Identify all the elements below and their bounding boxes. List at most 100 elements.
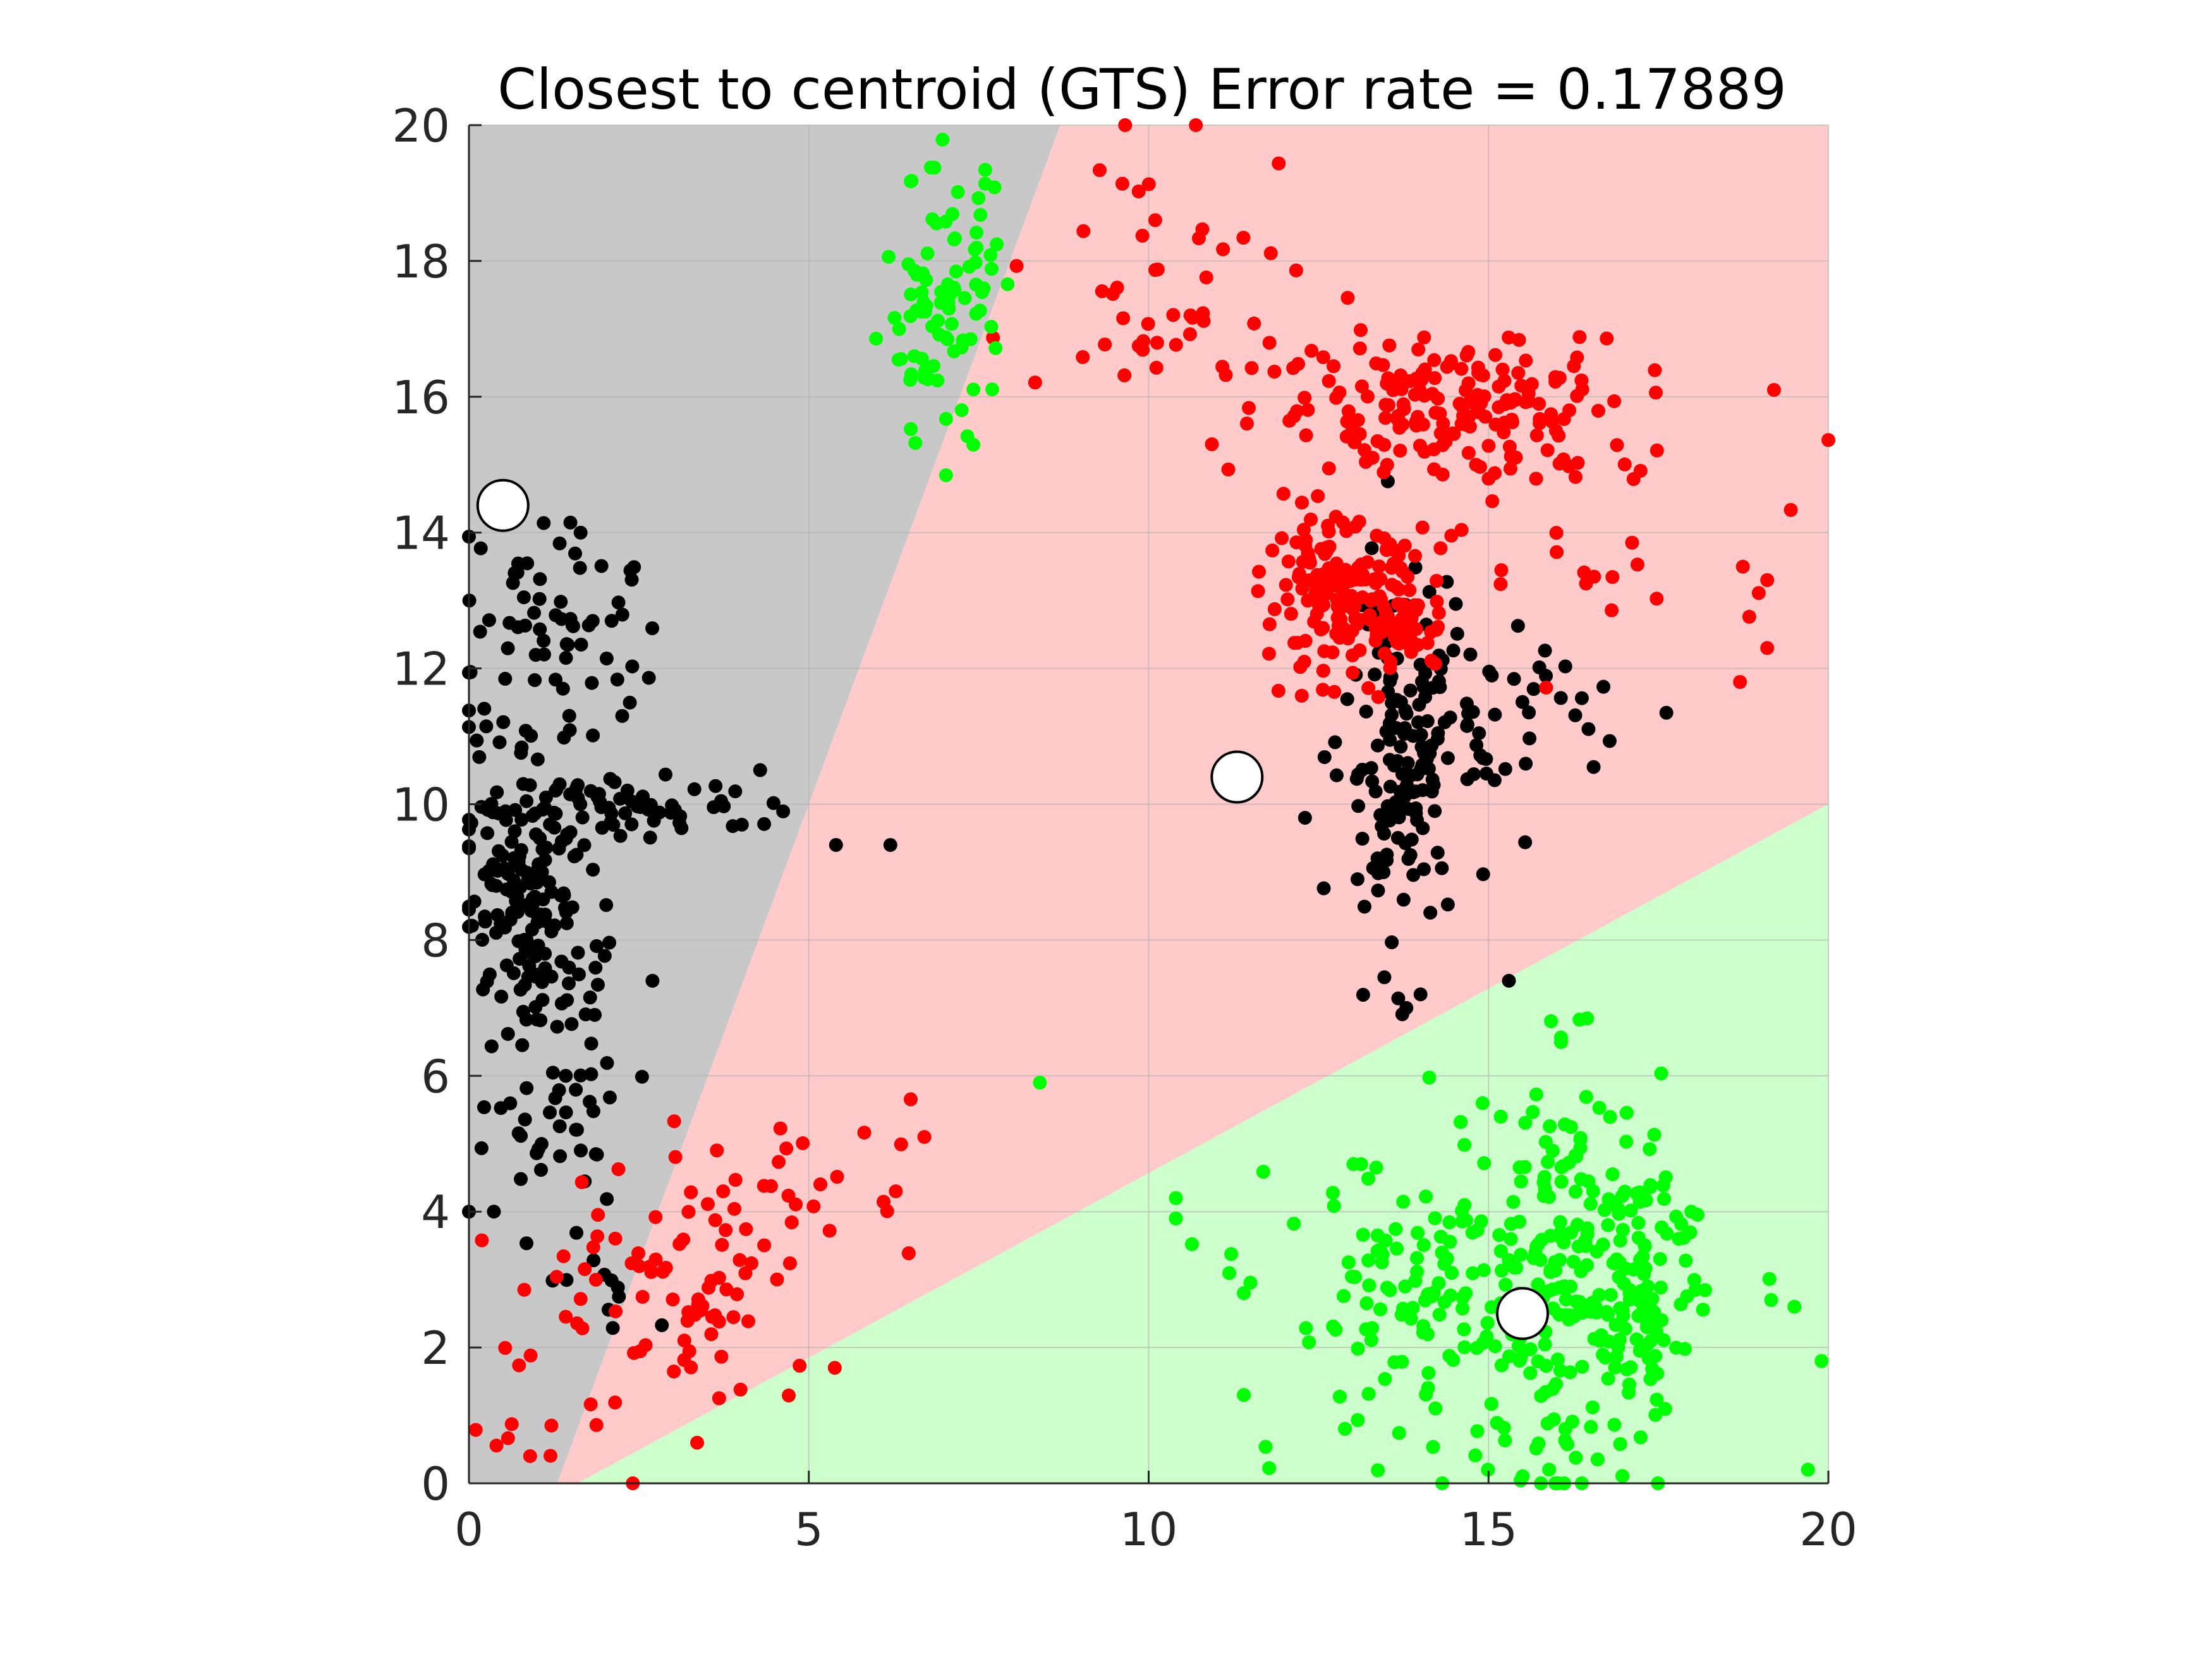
point-black xyxy=(569,1225,584,1240)
point-green xyxy=(1378,1371,1392,1386)
point-black xyxy=(584,1067,599,1081)
point-red xyxy=(716,1184,731,1198)
point-green xyxy=(904,287,918,301)
point-red xyxy=(1424,653,1438,668)
point-black xyxy=(586,728,600,743)
point-green xyxy=(1597,1203,1612,1217)
point-red xyxy=(682,1344,696,1359)
point-black xyxy=(1450,626,1464,641)
point-green xyxy=(1657,1192,1672,1206)
point-black xyxy=(1421,762,1436,776)
point-red xyxy=(523,1348,538,1363)
point-red xyxy=(1394,561,1408,575)
point-black xyxy=(618,806,633,820)
point-red xyxy=(1116,311,1131,325)
point-red xyxy=(1402,583,1417,597)
point-red xyxy=(1431,391,1445,406)
point-green xyxy=(1364,1333,1378,1347)
point-green xyxy=(940,332,955,346)
point-black xyxy=(1435,861,1449,875)
point-black xyxy=(554,996,569,1011)
point-black xyxy=(524,729,538,743)
point-green xyxy=(1169,1191,1183,1205)
point-black xyxy=(726,819,740,834)
point-black xyxy=(528,806,542,821)
point-green xyxy=(1643,1142,1657,1157)
point-black xyxy=(478,909,492,924)
point-black xyxy=(538,853,552,867)
point-black xyxy=(1526,682,1541,696)
point-green xyxy=(1607,1418,1622,1432)
point-black xyxy=(1460,772,1474,786)
point-black xyxy=(610,672,624,687)
point-red xyxy=(1242,401,1256,415)
point-green xyxy=(1554,1174,1569,1189)
point-green xyxy=(1643,1372,1658,1387)
point-red xyxy=(1301,403,1315,417)
point-red xyxy=(1370,528,1384,543)
point-black xyxy=(603,772,617,786)
point-red xyxy=(1354,323,1368,337)
point-red xyxy=(591,1208,605,1222)
point-red xyxy=(1407,387,1422,402)
point-green xyxy=(1354,1157,1368,1172)
point-red xyxy=(1279,578,1293,592)
point-green xyxy=(1514,1248,1528,1262)
point-black xyxy=(559,916,574,930)
point-green xyxy=(1584,1419,1598,1434)
point-black xyxy=(1428,804,1442,818)
point-green xyxy=(1601,1218,1615,1232)
grid-lines xyxy=(468,125,1829,1484)
point-red xyxy=(1028,375,1042,390)
point-red xyxy=(1766,383,1781,398)
point-black xyxy=(564,1017,579,1031)
point-black xyxy=(530,915,545,930)
point-red xyxy=(1236,231,1251,245)
point-green xyxy=(1337,1289,1351,1303)
point-green xyxy=(1426,1285,1441,1300)
point-red xyxy=(1409,372,1424,386)
point-black xyxy=(597,949,612,963)
point-red xyxy=(1291,570,1306,585)
point-red xyxy=(732,1253,747,1267)
point-red xyxy=(773,1121,787,1136)
point-red xyxy=(1284,607,1298,621)
point-red xyxy=(1494,563,1509,578)
point-red xyxy=(475,1233,489,1248)
point-red xyxy=(504,1417,519,1431)
point-black xyxy=(562,708,576,723)
point-green xyxy=(1558,1421,1572,1436)
point-red xyxy=(1511,366,1526,380)
point-green xyxy=(1369,1160,1383,1175)
point-red xyxy=(730,1287,744,1301)
point-black xyxy=(505,905,520,920)
point-black xyxy=(520,1236,534,1251)
point-green xyxy=(1327,1199,1341,1213)
point-red xyxy=(1545,415,1560,429)
point-green xyxy=(1550,1352,1565,1367)
point-red xyxy=(782,1389,796,1403)
point-green xyxy=(1498,1433,1512,1448)
point-red xyxy=(1261,647,1276,661)
point-red xyxy=(772,1155,786,1169)
point-red xyxy=(667,1364,681,1379)
point-green xyxy=(1612,1270,1626,1284)
point-green xyxy=(1543,1119,1557,1134)
point-red xyxy=(588,1272,603,1287)
point-red xyxy=(1488,417,1503,432)
point-black xyxy=(501,1026,515,1041)
point-red xyxy=(1262,617,1277,631)
point-red xyxy=(1633,464,1648,478)
point-black xyxy=(1355,762,1370,777)
point-red xyxy=(1821,433,1835,447)
point-green xyxy=(1362,1278,1376,1292)
point-black xyxy=(674,821,689,836)
point-green xyxy=(1648,1349,1663,1363)
point-green xyxy=(1567,1310,1581,1324)
point-black xyxy=(1418,666,1433,681)
point-red xyxy=(1276,487,1291,501)
point-green xyxy=(894,352,908,367)
point-red xyxy=(1149,360,1164,375)
y-tick-label: 4 xyxy=(421,1186,450,1239)
point-black xyxy=(586,1253,601,1268)
